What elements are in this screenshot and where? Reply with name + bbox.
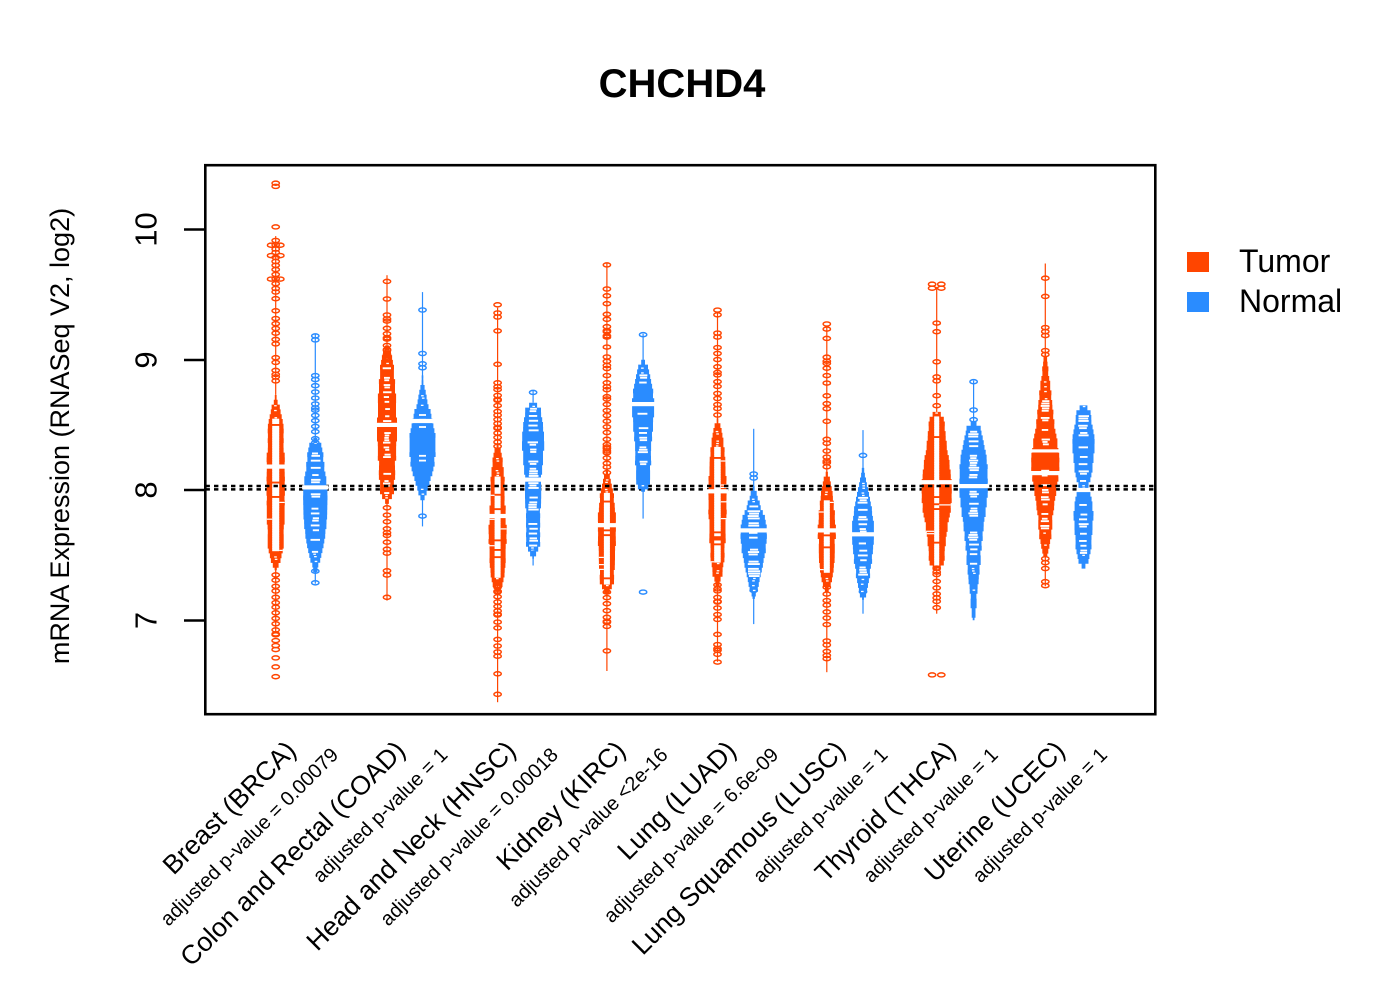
svg-text:CHCHD4: CHCHD4 (599, 62, 766, 106)
svg-text:Normal: Normal (1239, 283, 1342, 319)
svg-text:Tumor: Tumor (1239, 243, 1331, 279)
svg-text:9: 9 (129, 351, 164, 368)
svg-text:8: 8 (129, 481, 164, 498)
svg-text:mRNA Expression (RNASeq V2, lo: mRNA Expression (RNASeq V2, log2) (45, 208, 75, 664)
svg-text:7: 7 (129, 612, 164, 629)
svg-text:10: 10 (129, 212, 164, 246)
